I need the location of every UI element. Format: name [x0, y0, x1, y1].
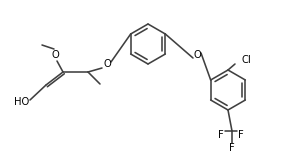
Text: F: F [238, 130, 244, 140]
Text: O: O [193, 50, 201, 60]
Text: O: O [103, 59, 111, 69]
Text: HO: HO [14, 97, 29, 107]
Text: F: F [218, 130, 224, 140]
Text: Cl: Cl [242, 55, 252, 65]
Text: F: F [229, 143, 235, 153]
Text: O: O [51, 50, 59, 60]
